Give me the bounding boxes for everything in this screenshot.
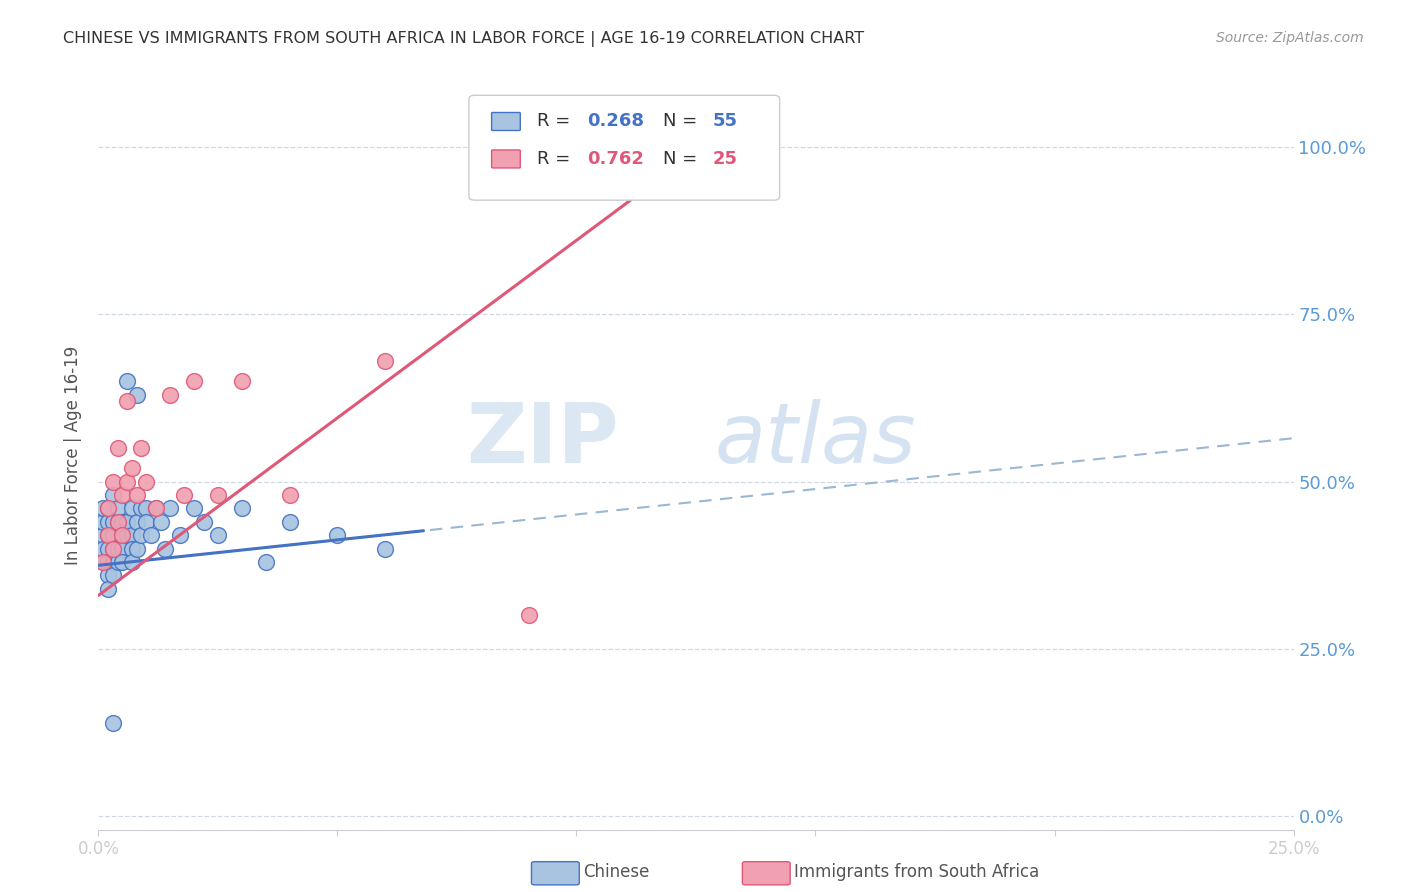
Point <box>97 515 120 529</box>
Point <box>326 528 349 542</box>
Text: atlas: atlas <box>714 400 917 481</box>
Text: Chinese: Chinese <box>583 863 650 881</box>
Point <box>91 501 114 516</box>
Point <box>91 555 114 569</box>
Text: R =: R = <box>537 112 576 130</box>
Point <box>183 375 205 389</box>
FancyBboxPatch shape <box>470 95 780 200</box>
Point <box>135 501 157 516</box>
Point <box>125 515 148 529</box>
Point <box>101 515 124 529</box>
Text: 0.762: 0.762 <box>588 150 644 168</box>
Point <box>101 715 124 730</box>
Point <box>374 354 396 368</box>
Point <box>121 528 143 542</box>
Point <box>115 375 138 389</box>
Point <box>111 488 134 502</box>
Point <box>125 541 148 556</box>
Point <box>107 541 129 556</box>
Point <box>107 515 129 529</box>
Point <box>107 442 129 455</box>
Point <box>207 528 229 542</box>
Point <box>91 515 114 529</box>
Point <box>91 541 114 556</box>
Point <box>131 501 153 516</box>
Point <box>125 387 148 401</box>
Point <box>145 501 167 516</box>
Text: R =: R = <box>537 150 576 168</box>
Point <box>149 515 172 529</box>
Point <box>131 442 153 455</box>
Point <box>173 488 195 502</box>
Text: CHINESE VS IMMIGRANTS FROM SOUTH AFRICA IN LABOR FORCE | AGE 16-19 CORRELATION C: CHINESE VS IMMIGRANTS FROM SOUTH AFRICA … <box>63 31 865 47</box>
Point <box>101 568 124 582</box>
Y-axis label: In Labor Force | Age 16-19: In Labor Force | Age 16-19 <box>65 345 83 565</box>
Point <box>101 528 124 542</box>
Point <box>101 541 124 556</box>
Text: Immigrants from South Africa: Immigrants from South Africa <box>794 863 1039 881</box>
Point <box>115 394 138 409</box>
Point <box>97 541 120 556</box>
Point <box>131 528 153 542</box>
Point <box>111 541 134 556</box>
Text: N =: N = <box>662 150 703 168</box>
Point <box>125 488 148 502</box>
Point <box>135 475 157 489</box>
Point <box>101 541 124 556</box>
Text: 25: 25 <box>713 150 738 168</box>
Point <box>97 528 120 542</box>
Point <box>159 501 181 516</box>
Point <box>121 555 143 569</box>
Point <box>115 475 138 489</box>
Point <box>101 475 124 489</box>
Point <box>97 582 120 596</box>
Point <box>374 541 396 556</box>
Point <box>231 375 253 389</box>
Point <box>278 515 301 529</box>
Point <box>115 515 138 529</box>
Point <box>111 528 134 542</box>
Point <box>155 541 177 556</box>
Text: ZIP: ZIP <box>465 400 619 481</box>
Point <box>91 528 114 542</box>
Point <box>97 568 120 582</box>
Point <box>159 387 181 401</box>
Point <box>169 528 191 542</box>
Point <box>278 488 301 502</box>
Point <box>97 501 120 516</box>
Point <box>121 541 143 556</box>
Text: 55: 55 <box>713 112 738 130</box>
Point <box>107 501 129 516</box>
Point <box>101 555 124 569</box>
Point <box>121 461 143 475</box>
Point <box>91 555 114 569</box>
Point <box>145 501 167 516</box>
Point <box>111 515 134 529</box>
FancyBboxPatch shape <box>492 112 520 130</box>
Point <box>139 528 162 542</box>
Point <box>661 140 683 154</box>
Point <box>97 555 120 569</box>
Text: Source: ZipAtlas.com: Source: ZipAtlas.com <box>1216 31 1364 45</box>
Point <box>254 555 277 569</box>
Point <box>107 555 129 569</box>
Point <box>517 608 540 623</box>
Text: N =: N = <box>662 112 703 130</box>
Text: 0.268: 0.268 <box>588 112 644 130</box>
Point <box>115 528 138 542</box>
Point <box>111 528 134 542</box>
Point <box>231 501 253 516</box>
Point <box>97 501 120 516</box>
Point <box>193 515 215 529</box>
Point <box>107 515 129 529</box>
Point <box>97 528 120 542</box>
Point <box>121 501 143 516</box>
FancyBboxPatch shape <box>492 150 520 168</box>
Point <box>135 515 157 529</box>
Point <box>101 488 124 502</box>
Point <box>207 488 229 502</box>
Point <box>111 555 134 569</box>
Point <box>183 501 205 516</box>
